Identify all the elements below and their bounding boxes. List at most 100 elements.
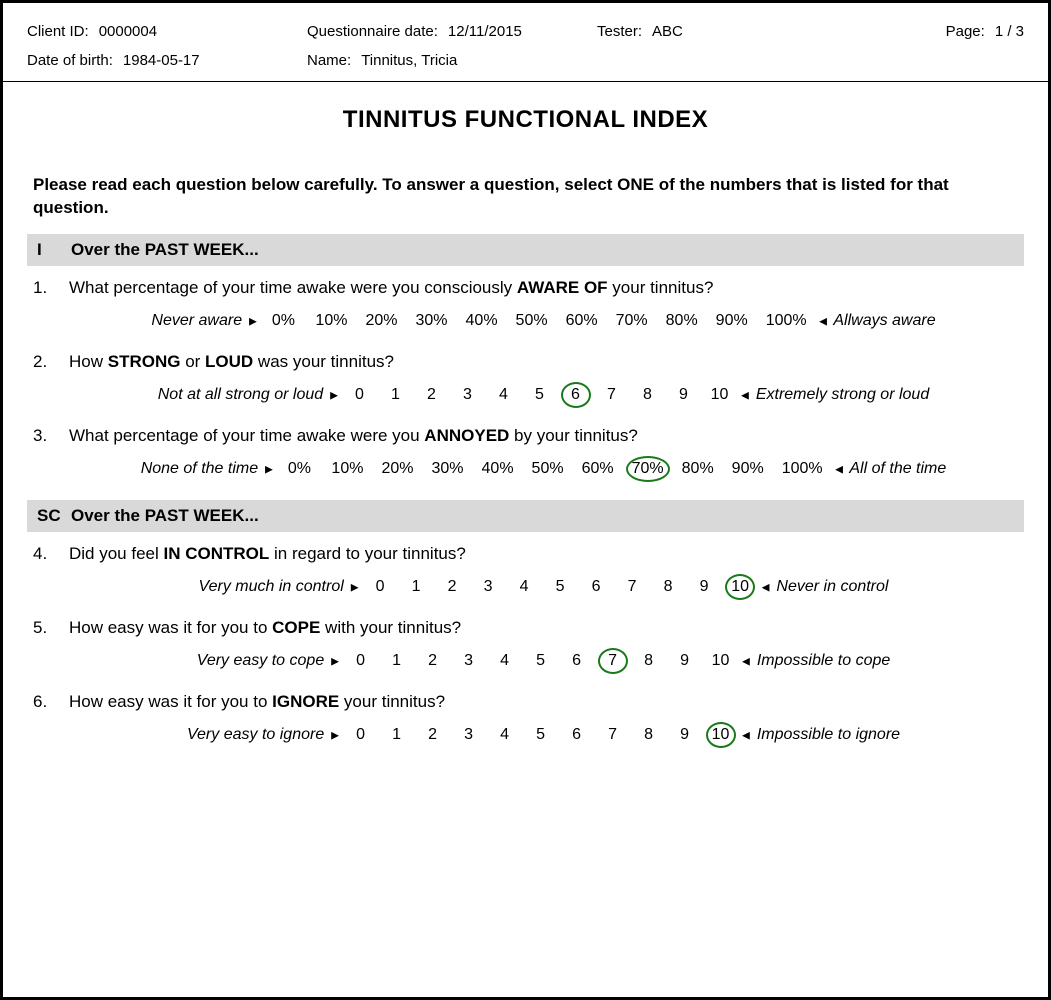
header-row-2: Date of birth: 1984-05-17 Name: Tinnitus… <box>27 52 1024 69</box>
scale-option[interactable]: 2 <box>417 382 447 408</box>
scale-option[interactable]: 8 <box>634 648 664 674</box>
question-row: 2.How STRONG or LOUD was your tinnitus? <box>33 352 1018 372</box>
scale-option[interactable]: 5 <box>526 722 556 748</box>
scale-option[interactable]: 9 <box>689 574 719 600</box>
scale-option[interactable]: 0 <box>345 382 375 408</box>
triangle-right-icon: ► <box>348 579 361 594</box>
scale-option[interactable]: 4 <box>490 648 520 674</box>
triangle-left-icon: ◄ <box>759 579 772 594</box>
scale-option[interactable]: 5 <box>545 574 575 600</box>
question: 3.What percentage of your time awake wer… <box>33 426 1018 482</box>
scale-option[interactable]: 8 <box>653 574 683 600</box>
scale-option[interactable]: 3 <box>454 722 484 748</box>
scale-option[interactable]: 60% <box>576 456 620 482</box>
scale-option[interactable]: 0% <box>279 456 319 482</box>
scale-option[interactable]: 5 <box>526 648 556 674</box>
scale-option[interactable]: 10% <box>309 308 353 334</box>
scale-option[interactable]: 6 <box>562 648 592 674</box>
section-bar: SCOver the PAST WEEK... <box>27 500 1024 532</box>
options: 012345678910 <box>345 382 735 408</box>
scale-option[interactable]: 5 <box>525 382 555 408</box>
scale-option[interactable]: 1 <box>401 574 431 600</box>
scale-option[interactable]: 10 <box>706 648 736 674</box>
scale-option[interactable]: 100% <box>776 456 829 482</box>
scale-option[interactable]: 7 <box>617 574 647 600</box>
scale-option[interactable]: 50% <box>510 308 554 334</box>
name-field: Name: Tinnitus, Tricia <box>307 52 457 69</box>
q-date-value: 12/11/2015 <box>448 23 522 40</box>
name-value: Tinnitus, Tricia <box>361 52 457 69</box>
scale-option[interactable]: 40% <box>460 308 504 334</box>
scale-option[interactable]: 9 <box>670 722 700 748</box>
scale-row: Very easy to cope ►012345678910◄ Impossi… <box>69 648 1018 674</box>
scale-option[interactable]: 8 <box>633 382 663 408</box>
dob-field: Date of birth: 1984-05-17 <box>27 52 307 69</box>
scale-row: Not at all strong or loud ►012345678910◄… <box>69 382 1018 408</box>
section-title: Over the PAST WEEK... <box>71 506 259 525</box>
scale-option[interactable]: 2 <box>418 648 448 674</box>
client-id-field: Client ID: 0000004 <box>27 23 307 40</box>
scale-option[interactable]: 30% <box>409 308 453 334</box>
scale-option[interactable]: 30% <box>425 456 469 482</box>
scale-option[interactable]: 70% <box>610 308 654 334</box>
scale-option[interactable]: 9 <box>670 648 700 674</box>
scale-option[interactable]: 90% <box>726 456 770 482</box>
scale-option[interactable]: 10 <box>705 382 735 408</box>
anchor-left: Very easy to ignore ► <box>187 726 342 744</box>
scale-option[interactable]: 9 <box>669 382 699 408</box>
scale-option[interactable]: 20% <box>359 308 403 334</box>
triangle-right-icon: ► <box>329 653 342 668</box>
scale-option[interactable]: 2 <box>418 722 448 748</box>
scale-option[interactable]: 0% <box>263 308 303 334</box>
scale-option[interactable]: 80% <box>676 456 720 482</box>
scale-option[interactable]: 3 <box>453 382 483 408</box>
scale-option[interactable]: 2 <box>437 574 467 600</box>
anchor-left: Very much in control ► <box>199 578 362 596</box>
anchor-left: None of the time ► <box>141 460 276 478</box>
scale-option[interactable]: 7 <box>598 648 628 674</box>
scale-option[interactable]: 50% <box>526 456 570 482</box>
q-date-label: Questionnaire date: <box>307 23 438 40</box>
scale-option[interactable]: 0 <box>346 722 376 748</box>
scale-option[interactable]: 4 <box>489 382 519 408</box>
scale-option[interactable]: 80% <box>660 308 704 334</box>
scale-option[interactable]: 60% <box>560 308 604 334</box>
scale-option[interactable]: 10 <box>706 722 736 748</box>
scale-option[interactable]: 20% <box>375 456 419 482</box>
scale-option[interactable]: 1 <box>382 648 412 674</box>
scale-option[interactable]: 0 <box>365 574 395 600</box>
section-code: I <box>37 240 71 260</box>
scale-option[interactable]: 6 <box>561 382 591 408</box>
scale-row: Very much in control ►012345678910◄ Neve… <box>69 574 1018 600</box>
triangle-right-icon: ► <box>328 387 341 402</box>
scale-option[interactable]: 3 <box>473 574 503 600</box>
scale-option[interactable]: 1 <box>381 382 411 408</box>
scale-option[interactable]: 4 <box>490 722 520 748</box>
scale-option[interactable]: 70% <box>626 456 670 482</box>
scale-option[interactable]: 7 <box>597 382 627 408</box>
scale-option[interactable]: 0 <box>346 648 376 674</box>
scale-option[interactable]: 6 <box>581 574 611 600</box>
scale-option[interactable]: 1 <box>382 722 412 748</box>
question-row: 4.Did you feel IN CONTROL in regard to y… <box>33 544 1018 564</box>
scale-option[interactable]: 7 <box>598 722 628 748</box>
question-text: Did you feel IN CONTROL in regard to you… <box>69 544 1018 564</box>
triangle-left-icon: ◄ <box>817 313 830 328</box>
scale-option[interactable]: 40% <box>476 456 520 482</box>
question-number: 1. <box>33 278 69 298</box>
question-text: How STRONG or LOUD was your tinnitus? <box>69 352 1018 372</box>
question: 4.Did you feel IN CONTROL in regard to y… <box>33 544 1018 600</box>
scale-option[interactable]: 8 <box>634 722 664 748</box>
scale-option[interactable]: 100% <box>760 308 813 334</box>
options: 012345678910 <box>346 648 736 674</box>
scale-option[interactable]: 90% <box>710 308 754 334</box>
question-number: 2. <box>33 352 69 372</box>
scale-row: None of the time ►0%10%20%30% 40%50%60%70… <box>69 456 1018 482</box>
scale-option[interactable]: 10 <box>725 574 755 600</box>
section-title: Over the PAST WEEK... <box>71 240 259 259</box>
scale-option[interactable]: 4 <box>509 574 539 600</box>
scale-option[interactable]: 3 <box>454 648 484 674</box>
triangle-left-icon: ◄ <box>739 387 752 402</box>
scale-option[interactable]: 6 <box>562 722 592 748</box>
scale-option[interactable]: 10% <box>325 456 369 482</box>
